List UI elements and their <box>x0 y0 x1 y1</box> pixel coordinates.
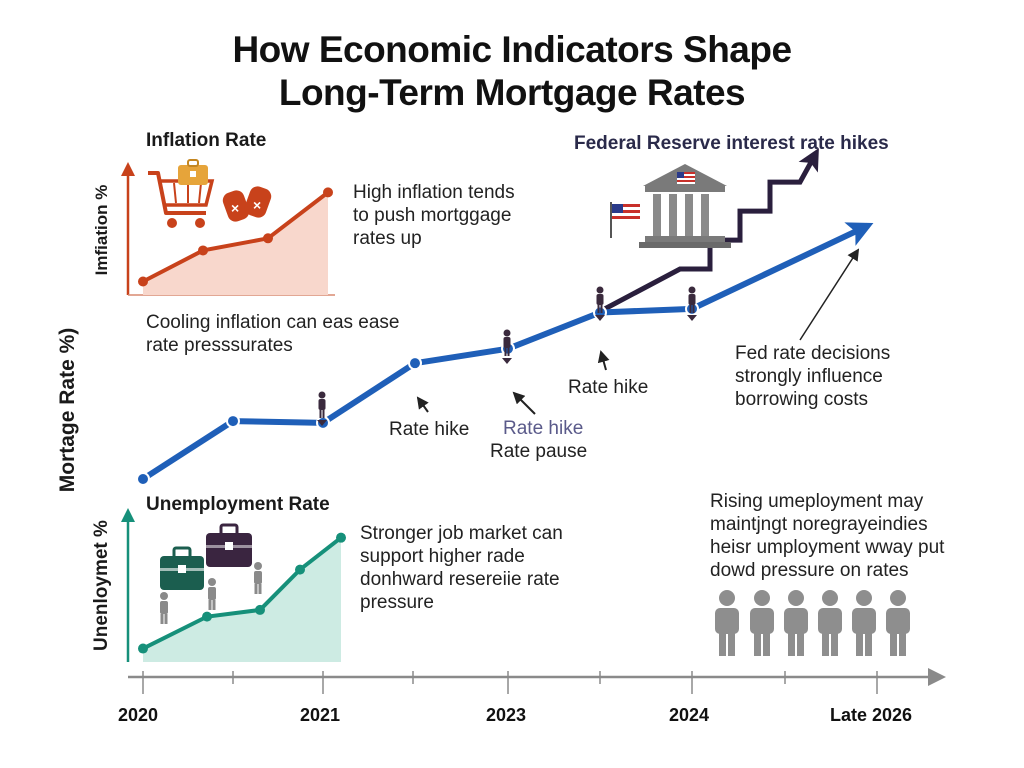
mortgage-rate-line <box>141 222 874 482</box>
briefcase-icon <box>160 546 204 590</box>
rate-hike-1-pointer <box>416 396 429 413</box>
person-icon <box>750 590 774 656</box>
svg-text:×: × <box>231 200 239 216</box>
person-icon <box>715 590 739 656</box>
chart-title: How Economic Indicators Shape Long-Term … <box>0 28 1024 114</box>
chart-title-line-2: Long-Term Mortgage Rates <box>278 72 746 113</box>
chart-title-line-1: How Economic Indicators Shape <box>232 29 792 70</box>
x-axis-arrowhead <box>928 668 946 686</box>
bank-building-icon <box>639 164 731 248</box>
briefcase-icon <box>206 523 252 567</box>
x-tick-label: 2024 <box>669 705 710 725</box>
mortgage-rate-point <box>226 414 240 429</box>
person-icon <box>784 590 808 656</box>
person-icon <box>852 590 876 656</box>
person-icon <box>502 329 512 364</box>
x-tick-label: 2023 <box>486 705 527 725</box>
unemployment-panel-title: Unemployment Rate <box>146 494 330 515</box>
person-icon <box>595 286 605 321</box>
unemployment-area-fill <box>143 537 341 662</box>
rate-hike-3-label: Rate hike <box>568 377 649 398</box>
inflation-panel-ylabel: Imfiation % <box>92 184 111 276</box>
inflation-panel-title: Inflation Rate <box>146 130 267 151</box>
person-icon <box>886 590 910 656</box>
unemployment-point <box>138 643 148 654</box>
person-icon <box>317 391 327 426</box>
mortgage-rate-point <box>136 472 150 486</box>
unemployment-panel-chart <box>121 508 346 662</box>
rising-unemployment-note: Rising umeployment may maintjngt noregra… <box>710 491 945 581</box>
x-axis-tick-marks <box>142 671 878 694</box>
inflation-note: High inflation tends to push mortggage r… <box>353 182 515 249</box>
fed-note: Fed rate decisions strongly influence bo… <box>735 343 891 410</box>
unemployment-point <box>295 564 305 575</box>
svg-text:×: × <box>253 197 261 213</box>
rate-hike-2-pointer <box>512 391 536 415</box>
inflation-point <box>323 187 333 198</box>
person-icon <box>687 286 697 321</box>
person-icon <box>160 592 168 624</box>
unemployment-panel-ylabel: Unenloymet % <box>91 520 112 651</box>
inflation-line <box>142 190 330 284</box>
rate-hike-1-label: Rate hike <box>389 419 470 440</box>
unemployment-point <box>336 532 346 543</box>
unemployment-point <box>255 604 265 615</box>
rate-hike-2-label: Rate hike <box>503 418 584 439</box>
person-icon <box>818 590 842 656</box>
person-icon <box>208 578 216 610</box>
unemployment-point <box>202 611 212 622</box>
rate-hike-3-pointer <box>597 350 610 371</box>
mortgage-rate-point <box>408 356 422 371</box>
fed-note-pointer <box>799 248 860 341</box>
price-tag-icon: × × <box>222 186 272 222</box>
unemployment-note: Stronger job market can support higher r… <box>360 523 563 613</box>
fed-title: Federal Reserve interest rate hikes <box>574 133 889 154</box>
x-tick-label: 2020 <box>118 705 159 725</box>
shopping-cart-icon <box>148 159 215 228</box>
people-row <box>715 590 910 656</box>
inflation-area-fill <box>143 192 328 295</box>
rate-pause-label: Rate pause <box>490 441 588 462</box>
us-flag-icon <box>610 202 640 238</box>
fed-rate-line <box>596 147 819 315</box>
inflation-point <box>138 276 148 287</box>
cooling-note: Cooling inflation can eas ease rate pres… <box>146 312 400 356</box>
person-icon <box>254 562 262 594</box>
inflation-panel-chart <box>121 162 335 296</box>
x-tick-label: 2021 <box>300 705 341 725</box>
inflation-point <box>198 245 208 256</box>
x-tick-label: Late 2026 <box>830 705 913 725</box>
inflation-point <box>263 233 273 244</box>
mortgage-ylabel: Mortage Rate %) <box>56 327 79 493</box>
